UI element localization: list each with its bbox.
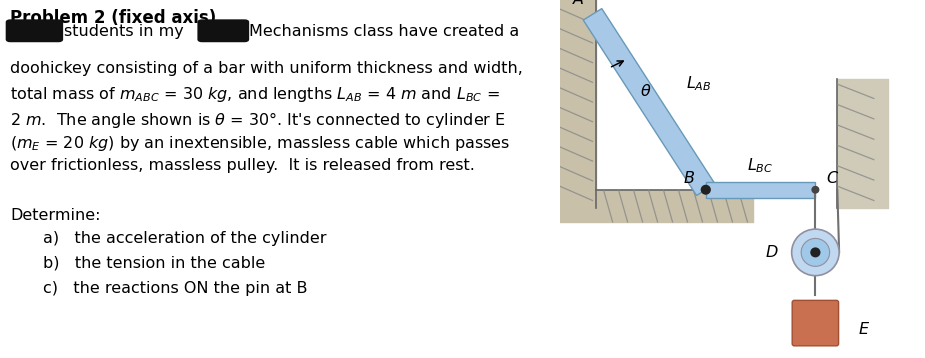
Text: $D$: $D$ — [765, 245, 779, 260]
Text: $L_{AB}$: $L_{AB}$ — [685, 75, 711, 93]
Text: $C$: $C$ — [826, 170, 840, 186]
Text: c)   the reactions ON the pin at B: c) the reactions ON the pin at B — [43, 281, 307, 296]
FancyBboxPatch shape — [792, 300, 839, 346]
Text: Determine:: Determine: — [10, 208, 101, 223]
Text: Mechanisms class have created a: Mechanisms class have created a — [249, 24, 520, 39]
Polygon shape — [584, 9, 715, 195]
Text: $B$: $B$ — [683, 170, 695, 186]
Text: over frictionless, massless pulley.  It is released from rest.: over frictionless, massless pulley. It i… — [10, 158, 475, 173]
Circle shape — [811, 186, 820, 194]
Text: $\theta$: $\theta$ — [640, 83, 651, 99]
Circle shape — [801, 238, 830, 266]
Text: $A$: $A$ — [573, 0, 586, 7]
FancyBboxPatch shape — [197, 19, 249, 42]
FancyBboxPatch shape — [6, 19, 63, 42]
Text: total mass of $m_{ABC}$ = 30 $kg$, and lengths $L_{AB}$ = 4 $m$ and $L_{BC}$ =: total mass of $m_{ABC}$ = 30 $kg$, and l… — [10, 85, 500, 104]
Polygon shape — [706, 182, 816, 198]
Text: 2 $m$.  The angle shown is $\theta$ = 30°. It's connected to cylinder E: 2 $m$. The angle shown is $\theta$ = 30°… — [10, 110, 506, 130]
Circle shape — [792, 229, 839, 276]
Text: a)   the acceleration of the cylinder: a) the acceleration of the cylinder — [43, 231, 327, 246]
Text: $L_{BC}$: $L_{BC}$ — [747, 157, 773, 175]
Text: Problem 2 (fixed axis): Problem 2 (fixed axis) — [10, 9, 216, 27]
Text: doohickey consisting of a bar with uniform thickness and width,: doohickey consisting of a bar with unifo… — [10, 61, 524, 76]
Text: $(m_E$ = 20 $kg)$ by an inextensible, massless cable which passes: $(m_E$ = 20 $kg)$ by an inextensible, ma… — [10, 134, 511, 153]
Text: b)   the tension in the cable: b) the tension in the cable — [43, 256, 265, 271]
Circle shape — [700, 185, 711, 195]
Text: $E$: $E$ — [858, 321, 870, 337]
Circle shape — [810, 247, 820, 257]
Text: students in my: students in my — [64, 24, 183, 39]
